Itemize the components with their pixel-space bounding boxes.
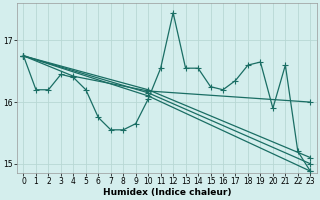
X-axis label: Humidex (Indice chaleur): Humidex (Indice chaleur) — [103, 188, 231, 197]
